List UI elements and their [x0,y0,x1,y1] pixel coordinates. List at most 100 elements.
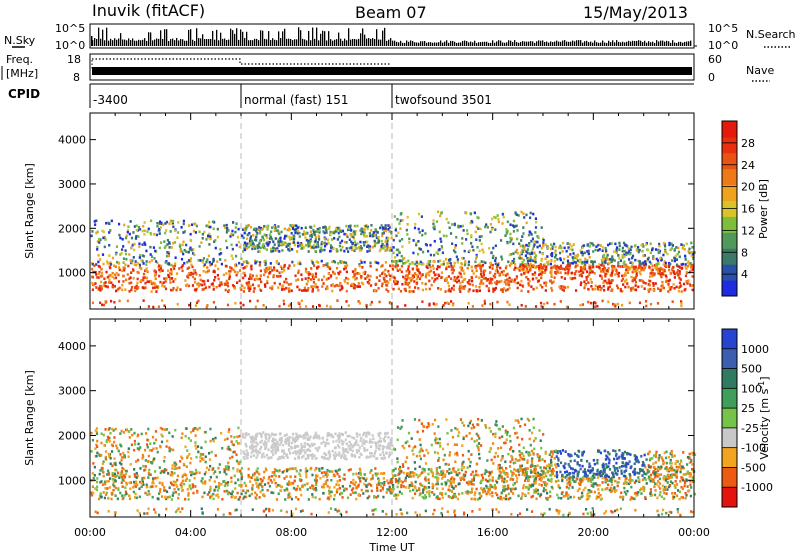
echo-cell [354,272,357,276]
echo-cell [153,274,157,278]
echo-cell [226,226,229,230]
echo-cell [652,282,655,285]
echo-cell [358,264,361,268]
echo-cell [482,282,485,285]
echo-cell [662,253,665,257]
echo-cell [684,263,687,266]
echo-cell [203,230,206,234]
echo-cell [206,304,209,307]
echo-cell [254,261,257,265]
echo-cell [96,485,99,489]
echo-cell [197,450,200,454]
echo-cell [589,268,593,272]
echo-cell [139,253,142,257]
echo-cell [93,465,96,469]
echo-cell [490,281,493,285]
echo-cell [146,443,149,446]
echo-cell [592,265,595,269]
echo-cell [105,260,109,263]
echo-cell [491,256,495,260]
echo-cell [346,496,350,500]
echo-cell [144,459,147,462]
echo-cell [451,476,454,479]
echo-cell [397,231,400,235]
echo-cell [122,468,125,471]
echo-cell [242,271,245,275]
echo-cell [209,235,212,238]
echo-cell [119,473,122,477]
echo-cell [491,217,494,221]
echo-cell [370,489,373,493]
echo-cell [259,477,262,481]
echo-cell [102,262,105,266]
echo-cell [618,241,621,245]
echo-cell [521,284,524,287]
echo-cell [297,301,300,305]
echo-cell [611,269,614,273]
echo-cell [96,245,99,249]
echo-cell [242,489,245,493]
echo-cell [379,472,382,475]
echo-cell [191,470,194,474]
echo-cell [649,262,653,265]
echo-cell [310,285,313,289]
echo-cell [109,261,112,264]
echo-cell [450,480,453,484]
echo-cell [342,477,345,480]
echo-cell [381,243,384,246]
echo-cell [283,234,287,238]
echo-cell [169,288,173,292]
echo-cell [601,262,604,265]
echo-cell [234,487,237,490]
echo-cell [534,220,538,224]
echo-cell [504,234,507,237]
echo-cell [199,459,202,463]
echo-cell [174,229,177,233]
echo-cell [606,270,609,274]
echo-cell [294,475,297,479]
echo-cell [400,237,404,241]
echo-cell [520,497,523,500]
echo-cell [256,476,259,480]
echo-cell [544,488,548,492]
echo-cell [247,281,251,284]
echo-cell [619,289,622,293]
echo-cell [455,235,458,239]
echo-cell [140,482,143,485]
echo-cell [447,221,450,224]
echo-cell [352,232,355,235]
echo-cell [467,260,471,264]
echo-cell [173,487,176,491]
echo-cell [163,468,167,471]
echo-cell [544,268,547,272]
echo-cell [446,479,449,482]
echo-cell [615,489,618,492]
echo-cell [317,238,321,241]
echo-cell [301,445,304,448]
echo-cell [258,263,261,267]
echo-cell [484,269,487,273]
echo-cell [223,470,226,474]
echo-cell [98,284,101,288]
echo-cell [140,258,143,262]
echo-cell [219,258,222,261]
echo-cell [265,437,268,441]
echo-cell [398,239,401,243]
echo-cell [565,494,568,497]
echo-cell [303,232,307,236]
echo-cell [105,440,108,444]
echo-cell [231,455,234,459]
echo-cell [438,230,441,234]
echo-cell [141,457,144,460]
echo-cell [623,490,626,494]
echo-cell [649,287,652,291]
echo-cell [459,281,462,285]
echo-cell [182,462,185,466]
echo-cell [565,249,568,253]
echo-cell [196,489,199,493]
echo-cell [166,243,169,246]
echo-cell [92,462,95,465]
echo-cell [245,433,248,437]
echo-cell [111,275,114,279]
echo-cell [408,237,411,241]
